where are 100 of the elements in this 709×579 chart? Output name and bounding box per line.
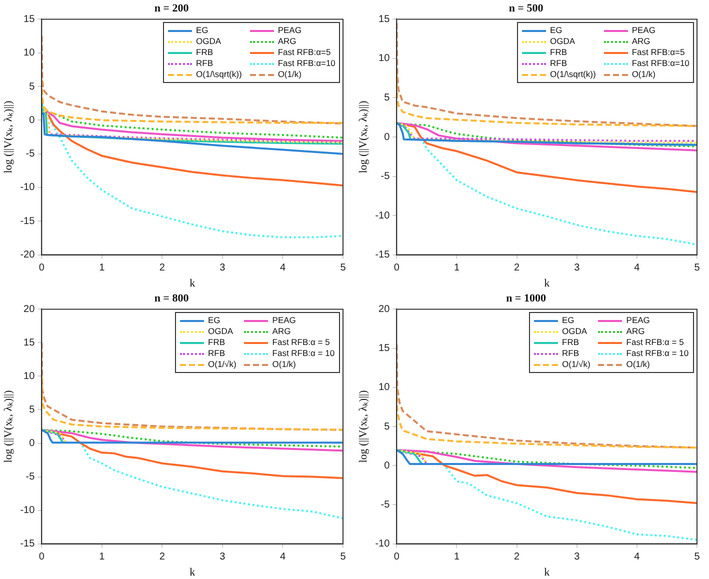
chart-title: n = 500	[508, 2, 544, 14]
x-tick-label: 2	[514, 552, 520, 563]
x-tick-label: 5	[694, 552, 700, 563]
legend-label: FRB	[196, 47, 213, 58]
y-tick-label: -10	[375, 210, 390, 222]
y-tick-label: 10	[378, 382, 390, 394]
legend-label: RFB	[196, 58, 213, 70]
y-tick-label: 15	[24, 337, 36, 348]
y-axis-title: log (||V(xₖ, λₖ)||)	[357, 100, 370, 174]
chart-title: n = 1000	[506, 292, 546, 304]
y-tick-label: -15	[375, 250, 390, 261]
x-tick-label: 5	[694, 262, 700, 274]
y-tick-label: 0	[29, 114, 36, 126]
line-series	[42, 35, 343, 125]
x-axis-title: k	[190, 277, 196, 290]
y-tick-label: 0	[384, 132, 390, 143]
legend-label: O(1/√k)	[562, 359, 590, 370]
y-tick-label: 0	[384, 460, 390, 472]
y-tick-label: -5	[380, 499, 390, 510]
legend-label: O(1/k)	[278, 69, 302, 80]
legend-label: Fast RFB:α=5	[278, 47, 331, 58]
y-axis-title: log (||V(xₖ, λₖ)||)	[357, 390, 370, 463]
legend-label: OGDA	[196, 36, 222, 48]
x-tick-label: 4	[634, 552, 640, 563]
y-tick-label: 15	[378, 343, 390, 354]
x-tick-label: 1	[99, 552, 106, 563]
legend-label: Fast RFB:α = 10	[272, 348, 335, 360]
y-tick-label: -15	[20, 538, 36, 550]
legend-label: O(1/√k)	[208, 359, 236, 370]
chart-title: n = 200	[154, 2, 190, 14]
legend-label: Fast RFB:α = 5	[626, 337, 684, 348]
legend-label: PEAG	[632, 25, 656, 36]
line-series	[396, 386, 697, 449]
x-tick-label: 4	[280, 552, 286, 563]
y-tick-label: 5	[384, 92, 390, 104]
y-tick-label: -10	[20, 505, 36, 516]
y-tick-label: 5	[29, 81, 36, 92]
legend-label: OGDA	[562, 326, 588, 338]
x-tick-label: 3	[574, 552, 580, 563]
legend-label: O(1/k)	[626, 359, 650, 370]
legend-label: FRB	[562, 337, 579, 348]
x-tick-label: 3	[574, 262, 580, 274]
x-tick-label: 4	[280, 262, 286, 274]
legend-label: O(1/\sqrt(k))	[196, 69, 242, 80]
x-tick-label: 2	[159, 552, 166, 563]
chart-title: n = 800	[154, 292, 190, 304]
x-tick-label: 3	[220, 262, 226, 274]
x-axis-title: k	[544, 566, 550, 578]
x-tick-label: 2	[514, 262, 520, 274]
x-tick-label: 3	[220, 552, 226, 563]
legend-label: EG	[196, 25, 208, 36]
y-tick-label: -5	[380, 171, 390, 182]
y-tick-label: 15	[378, 14, 390, 25]
y-tick-label: 5	[29, 404, 36, 416]
legend-label: ARG	[278, 36, 296, 48]
y-tick-label: 15	[24, 14, 36, 25]
x-tick-label: 0	[394, 552, 400, 563]
y-tick-label: -10	[375, 538, 390, 550]
legend-label: RFB	[550, 58, 567, 70]
legend-label: Fast RFB:α=10	[278, 58, 336, 70]
y-tick-label: -15	[20, 216, 36, 227]
x-tick-label: 4	[634, 262, 640, 274]
x-tick-label: 0	[394, 262, 400, 274]
y-tick-label: 5	[384, 421, 390, 432]
legend-label: O(1/\sqrt(k))	[550, 69, 596, 80]
legend-label: EG	[562, 315, 574, 326]
y-tick-label: -5	[26, 148, 36, 160]
legend-label: Fast RFB:α = 5	[272, 337, 330, 348]
y-tick-label: -5	[26, 472, 36, 483]
x-tick-label: 0	[38, 552, 45, 563]
y-tick-label: 10	[24, 48, 36, 59]
y-tick-label: 20	[378, 304, 390, 315]
x-axis-title: k	[544, 277, 550, 290]
legend-label: ARG	[272, 326, 291, 338]
legend-label: EG	[550, 25, 562, 36]
y-tick-label: 0	[29, 438, 36, 450]
legend-label: ARG	[632, 36, 650, 48]
line-series	[42, 375, 343, 431]
legend-label: O(1/k)	[272, 359, 296, 370]
x-tick-label: 1	[454, 262, 460, 274]
line-series	[42, 78, 343, 124]
x-tick-label: 1	[454, 552, 460, 563]
line-series	[396, 22, 697, 128]
legend-label: RFB	[208, 348, 225, 360]
y-tick-label: 10	[378, 53, 390, 64]
legend-label: ARG	[626, 326, 645, 338]
y-axis-title: log (||V(xₖ, λₖ)||)	[2, 100, 14, 174]
legend-label: O(1/k)	[632, 69, 656, 80]
legend-label: FRB	[550, 47, 567, 58]
x-tick-label: 0	[38, 262, 45, 274]
x-axis-title: k	[190, 566, 196, 578]
legend-label: RFB	[562, 348, 579, 360]
legend-label: Fast RFB:α=5	[632, 47, 685, 58]
y-tick-label: 20	[24, 304, 36, 315]
legend-label: FRB	[208, 337, 225, 348]
y-tick-label: -10	[20, 182, 36, 194]
legend-label: OGDA	[208, 326, 234, 338]
legend-label: PEAG	[626, 315, 650, 326]
legend-label: OGDA	[550, 36, 576, 48]
x-tick-label: 5	[340, 552, 346, 563]
